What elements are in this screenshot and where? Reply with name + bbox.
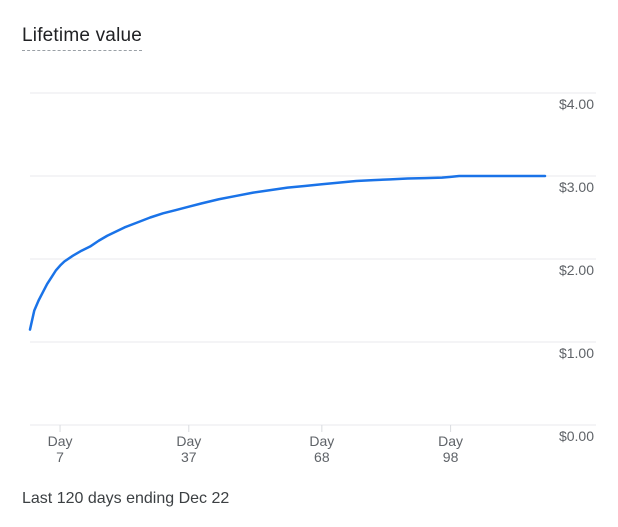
x-tick-label: Day bbox=[438, 433, 463, 449]
line-chart: $0.00$1.00$2.00$3.00$4.00 Day7Day37Day68… bbox=[28, 92, 596, 465]
series-line bbox=[28, 174, 547, 331]
grid-lines bbox=[30, 92, 596, 426]
series-layer bbox=[28, 174, 547, 331]
y-tick-label: $1.00 bbox=[559, 345, 594, 361]
x-tick-label: Day bbox=[309, 433, 334, 449]
x-tick-label: Day bbox=[48, 433, 73, 449]
x-tick-label: 68 bbox=[314, 449, 330, 465]
y-axis-ticks: $0.00 $1.00 $2.00 $3.00 $4.00 bbox=[559, 96, 594, 444]
x-tick-label: Day bbox=[176, 433, 201, 449]
date-range-label: Last 120 days ending Dec 22 bbox=[22, 490, 230, 507]
y-tick-label: $3.00 bbox=[559, 179, 594, 195]
y-tick-label: $0.00 bbox=[559, 428, 594, 444]
y-tick-label: $4.00 bbox=[559, 96, 594, 112]
x-tick-label: 98 bbox=[443, 449, 459, 465]
x-tick-label: 37 bbox=[181, 449, 197, 465]
chart-title[interactable]: Lifetime value bbox=[22, 25, 143, 51]
y-tick-label: $2.00 bbox=[559, 262, 594, 278]
x-tick-label: 7 bbox=[56, 449, 64, 465]
